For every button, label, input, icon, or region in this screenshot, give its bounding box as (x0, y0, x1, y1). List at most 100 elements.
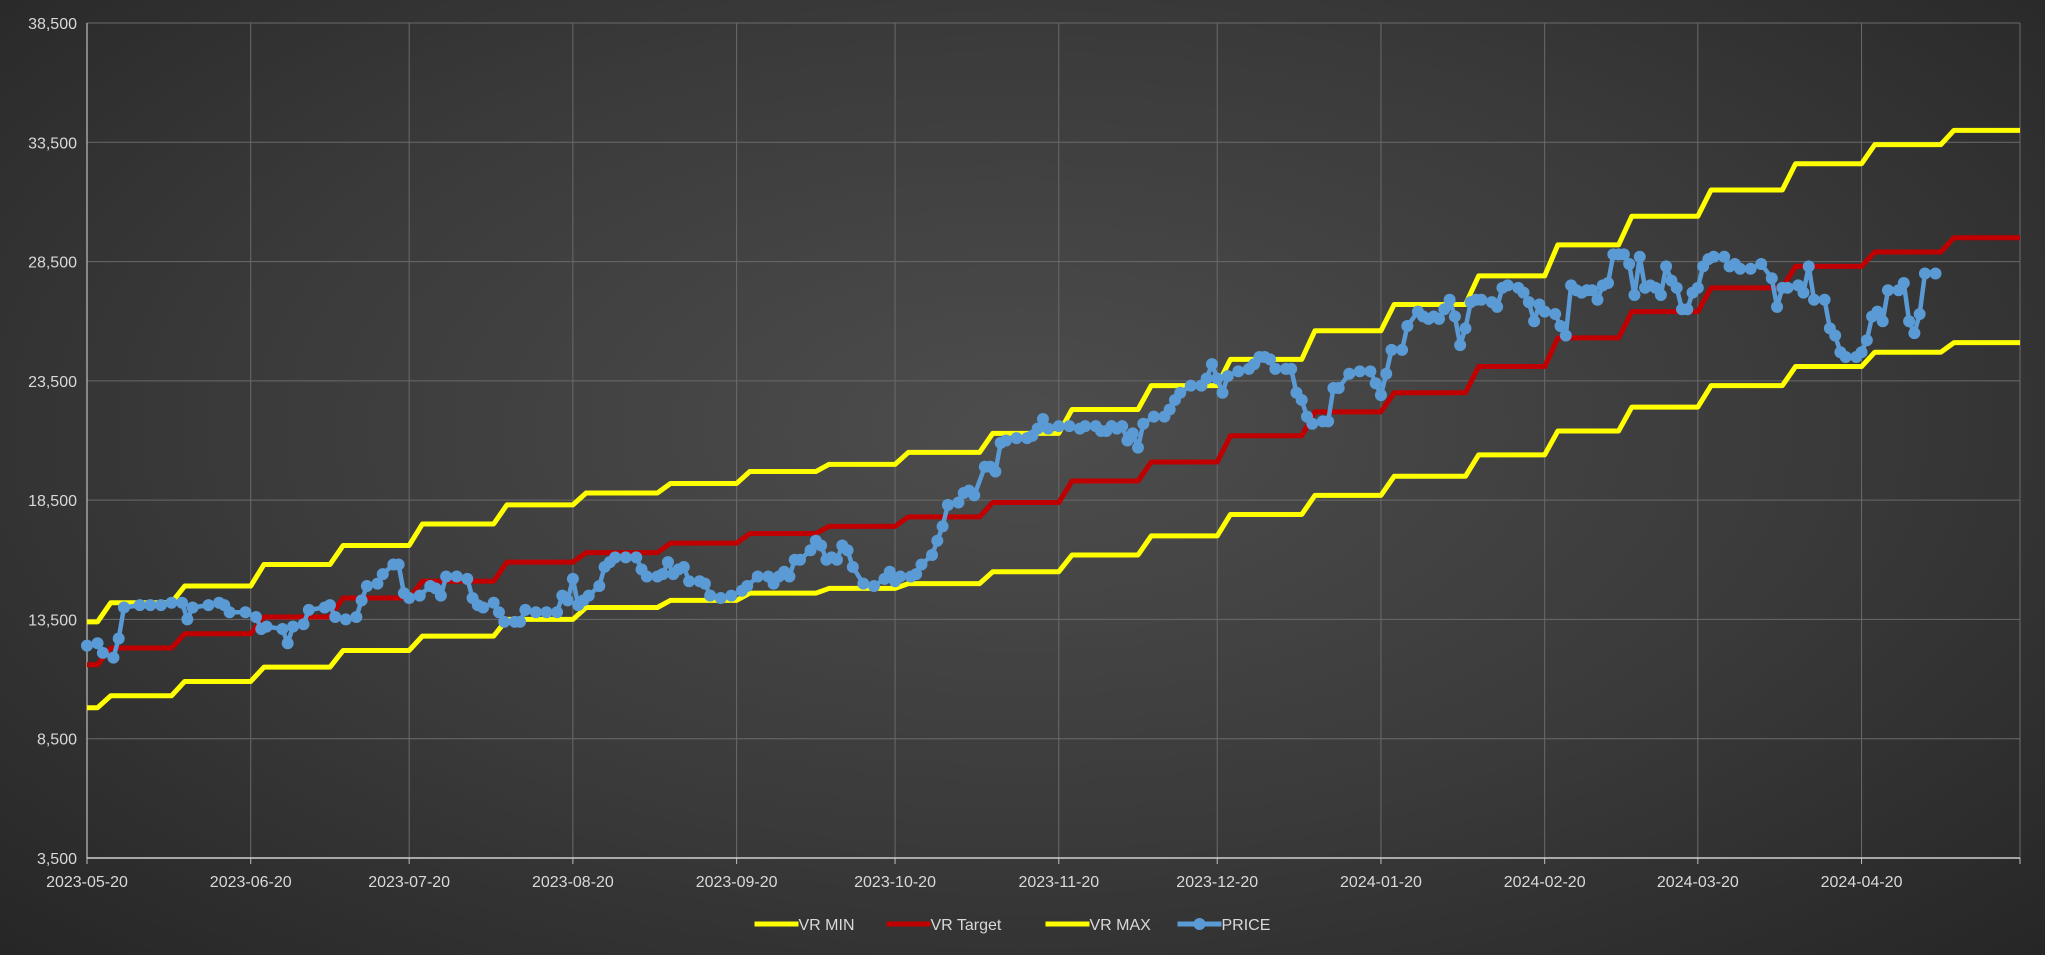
data-point (582, 589, 595, 602)
data-point (519, 603, 532, 616)
data-point (1132, 441, 1145, 454)
data-point (96, 646, 109, 659)
data-point (1881, 284, 1894, 297)
data-point (117, 601, 130, 614)
data-point (302, 603, 315, 616)
data-point (1918, 267, 1931, 280)
data-point (1617, 248, 1630, 261)
data-point (276, 622, 289, 635)
series-layer (81, 127, 2020, 711)
series-vr-target (87, 235, 2020, 668)
data-point (360, 580, 373, 593)
data-point (677, 560, 690, 573)
data-point (144, 599, 157, 612)
data-point (698, 577, 711, 590)
legend-item-price[interactable]: PRICE (1177, 917, 1271, 934)
data-point (81, 639, 93, 652)
x-tick-label: 2024-02-20 (1504, 874, 1586, 891)
x-axis-ticks: 2023-05-20 2023-06-20 2023-07-20 2023-08-20… (46, 874, 1903, 891)
data-point (107, 651, 120, 664)
data-point (846, 560, 859, 573)
legend-label: VR MIN (799, 917, 855, 934)
data-point (329, 611, 342, 624)
data-point (1475, 293, 1488, 306)
data-point (477, 601, 490, 614)
x-tick-label: 2024-01-20 (1340, 874, 1422, 891)
data-point (926, 549, 939, 562)
data-point (1876, 315, 1889, 328)
y-tick-label: 33,500 (28, 135, 77, 152)
data-point (1205, 358, 1218, 371)
data-point (1264, 353, 1277, 366)
data-point (323, 599, 336, 612)
y-tick-label: 38,500 (28, 16, 77, 33)
data-point (1860, 334, 1873, 347)
y-tick-label: 3,500 (37, 851, 77, 868)
y-tick-label: 28,500 (28, 255, 77, 272)
data-point (1829, 329, 1842, 342)
data-point (176, 596, 189, 609)
data-point (714, 591, 727, 604)
data-point (487, 596, 500, 609)
data-point (181, 613, 194, 626)
data-point (1052, 420, 1065, 433)
data-point (1839, 351, 1852, 363)
data-point (725, 589, 738, 602)
data-point (250, 611, 263, 624)
data-point (593, 580, 606, 593)
data-point (1602, 277, 1615, 290)
legend-item-vr-min[interactable]: VR MIN (754, 917, 855, 934)
data-point (1549, 308, 1562, 321)
data-point (1554, 319, 1567, 332)
data-point (1802, 260, 1815, 273)
data-point (1633, 250, 1646, 263)
data-point (1654, 288, 1667, 301)
data-point (1443, 293, 1456, 306)
data-point (1660, 260, 1673, 273)
data-point (165, 596, 178, 609)
data-point (1174, 386, 1187, 399)
data-point (1459, 322, 1472, 335)
y-tick-label: 18,500 (28, 493, 77, 510)
data-point (1818, 293, 1831, 306)
data-point (1200, 372, 1213, 385)
data-point (561, 594, 574, 607)
legend[interactable]: VR MIN VR Target VR MAX PRICE (754, 917, 1271, 934)
data-point (1380, 367, 1393, 380)
data-point (1126, 427, 1139, 440)
data-point (1221, 370, 1234, 383)
data-point (403, 591, 416, 604)
x-tick-label: 2023-05-20 (46, 874, 128, 891)
legend-item-vr-target[interactable]: VR Target (886, 917, 1002, 934)
data-point (1448, 310, 1461, 323)
data-point (883, 565, 896, 578)
data-point (804, 544, 817, 557)
series-price (81, 248, 1942, 664)
legend-item-vr-max[interactable]: VR MAX (1045, 917, 1152, 934)
data-point (1147, 410, 1160, 423)
data-point (1628, 288, 1641, 301)
data-point (783, 570, 796, 583)
data-point (609, 551, 622, 564)
axes (86, 23, 2021, 864)
series-line (87, 127, 2020, 625)
data-point (1591, 293, 1604, 306)
data-point (1369, 377, 1382, 390)
data-point (793, 553, 806, 566)
data-point (1559, 329, 1572, 342)
data-point (350, 611, 363, 624)
data-point (1929, 267, 1942, 280)
data-point (1332, 382, 1345, 395)
data-point (931, 534, 944, 547)
data-point (910, 568, 923, 581)
data-point (683, 575, 696, 588)
y-tick-label: 8,500 (37, 732, 77, 749)
y-axis-ticks: 3,500 8,500 13,500 18,500 23,500 28,500 33,500… (28, 16, 77, 868)
data-point (1374, 389, 1387, 402)
data-point (154, 599, 167, 612)
legend-label: VR MAX (1090, 917, 1152, 934)
data-point (371, 577, 384, 590)
data-point (281, 637, 294, 650)
x-tick-label: 2024-03-20 (1657, 874, 1739, 891)
data-point (1808, 293, 1821, 306)
